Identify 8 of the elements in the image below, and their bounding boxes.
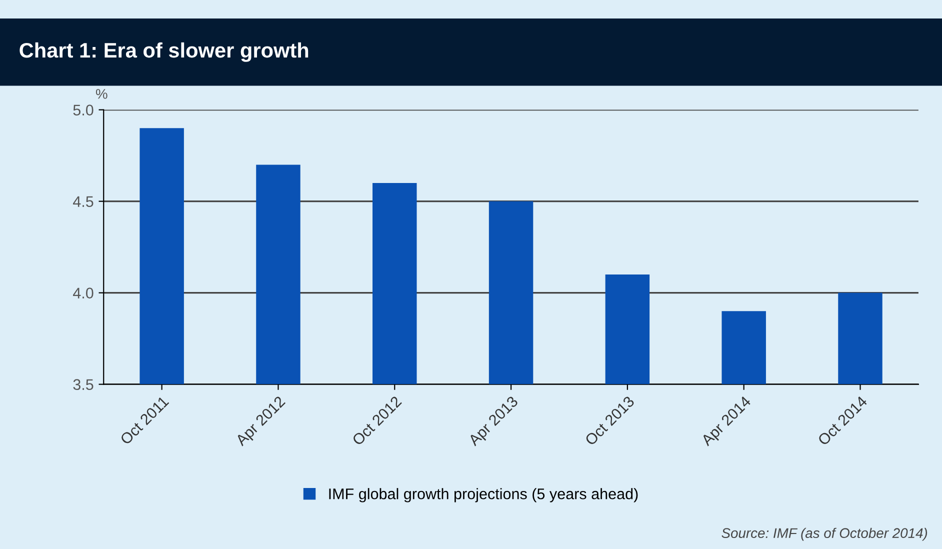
y-axis-title: % [96,89,108,99]
y-tick-label: 4.5 [73,196,94,207]
legend-label: IMF global growth projections (5 years ahead) [329,488,638,502]
y-tick-label: 4.0 [73,288,94,298]
chart-title: Chart 1: Era of slower growth [20,42,308,62]
y-tick-label: 5.0 [73,104,94,116]
y-tick-label: 3.5 [73,379,94,390]
source-note: Source: IMF (as of October 2014) [722,528,928,541]
